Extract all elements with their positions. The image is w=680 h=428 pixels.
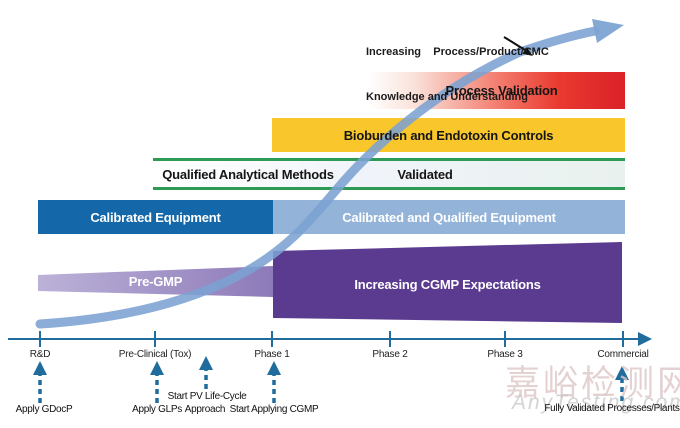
timeline-axis-arrowhead	[638, 332, 652, 346]
milestone-arrowhead	[33, 361, 47, 375]
milestone-start-cgmp: Start Applying CGMP	[229, 404, 319, 415]
knowledge-annotation-line1: Increasing Process/Product/CMC	[366, 46, 549, 58]
milestone-apply-gdocp: Apply GDocP	[15, 404, 73, 415]
milestone-apply-glps: Apply GLPs	[132, 404, 182, 415]
milestone-arrowhead	[267, 361, 281, 375]
knowledge-annotation: Increasing Process/Product/CMC Knowledge…	[366, 15, 549, 135]
milestone-pv-lifecycle-line1: Start PV Life-Cycle	[167, 391, 247, 402]
knowledge-annotation-line2: Knowledge and Understanding	[366, 91, 528, 103]
milestone-arrowhead	[150, 361, 164, 375]
milestone-fully-validated: Fully Validated Processes/Plants	[544, 403, 680, 414]
phase-label-phase3: Phase 3	[487, 349, 523, 360]
pre-gmp-label: Pre-GMP	[128, 274, 183, 289]
phase-label-phase1: Phase 1	[254, 349, 290, 360]
phase-label-phase2: Phase 2	[372, 349, 408, 360]
phase-label-preclinical: Pre-Clinical (Tox)	[118, 349, 192, 360]
watermark-cn: 嘉峪检测网	[505, 364, 680, 404]
knowledge-curve-arrowhead	[592, 19, 624, 43]
phase-label-commercial: Commercial	[597, 349, 649, 360]
milestone-pv-lifecycle-line2: Approach	[184, 404, 226, 415]
analytical-methods-bar	[153, 158, 625, 190]
phase-label-rd: R&D	[29, 349, 51, 360]
calibrated-equipment-bar	[38, 200, 273, 234]
watermark-en: AnyTesting.com	[512, 391, 680, 414]
milestone-arrowhead	[199, 356, 213, 370]
cgmp-expectations-label: Increasing CGMP Expectations	[354, 277, 541, 292]
calibrated-qualified-equipment-bar	[273, 200, 625, 234]
cgmp-wedge	[273, 242, 622, 323]
pre-gmp-wedge	[38, 266, 273, 297]
axis-ticks	[39, 331, 624, 347]
